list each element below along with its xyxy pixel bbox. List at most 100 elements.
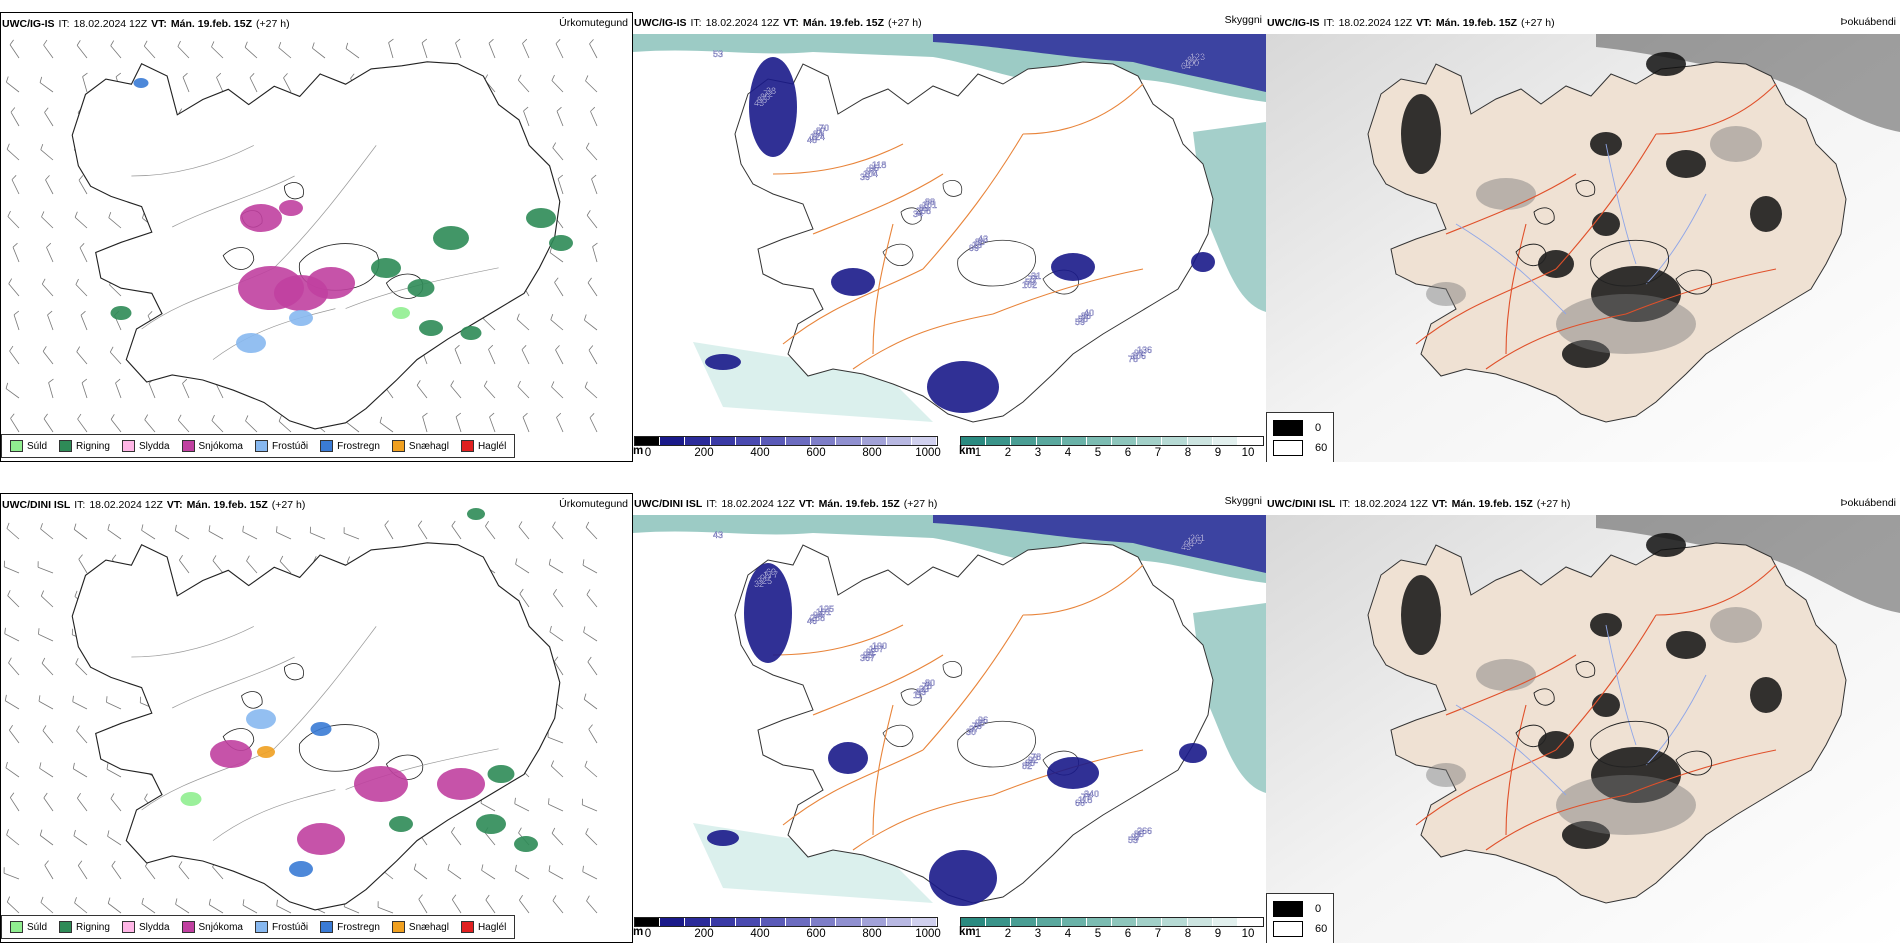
visibility-value: 92 xyxy=(866,647,876,657)
model-name: UWC/IG-IS xyxy=(634,17,687,29)
legend-swatch xyxy=(391,921,405,933)
precip-area xyxy=(257,746,275,758)
colorbar-ticks: 0 200 400 600 800 1000 xyxy=(634,446,941,460)
visibility-value: 118 xyxy=(1078,795,1092,805)
colorbar-bin xyxy=(660,437,686,445)
colorbar-tick-label: 400 xyxy=(750,928,770,940)
model-name: UWC/DINI ISL xyxy=(2,499,71,511)
visibility-value: 83 xyxy=(916,687,926,697)
colorbar-bin xyxy=(1187,437,1213,445)
precip-legend-item: Slydda xyxy=(121,440,170,452)
visibility-value: 78 xyxy=(1031,752,1041,762)
visibility-value: 85 xyxy=(1134,829,1144,839)
lead-time: (+27 h) xyxy=(271,499,306,511)
visibility-value: 95 xyxy=(975,718,985,728)
colorbar-tick-label: 0 xyxy=(644,928,652,940)
colorbar-tick-label: 10 xyxy=(1241,928,1255,940)
colorbar-bin xyxy=(1137,918,1163,926)
legend-swatch xyxy=(121,440,135,452)
colorbar-bin xyxy=(1011,918,1037,926)
visibility-value: 100 xyxy=(872,641,887,651)
panel-header: UWC/DINI ISL IT: 18.02.2024 12Z VT: Mán.… xyxy=(1,494,305,516)
visibility-value: 80 xyxy=(925,678,935,688)
colorbar-unit: km xyxy=(959,445,976,457)
visibility-value: 86 xyxy=(760,92,770,102)
it-value: 18.02.2024 12Z xyxy=(1354,498,1428,510)
visibility-value: 32 xyxy=(754,579,764,589)
colorbar-ticks: 0 200 400 600 800 1000 xyxy=(634,927,941,941)
precip-legend-item: Súld xyxy=(10,921,47,933)
colorbar-tick-label: 2 xyxy=(1004,447,1012,459)
visibility-value: 30 xyxy=(966,727,976,737)
fog-panel-top: UWC/IG-IS IT: 18.02.2024 12Z VT: Mán. 19… xyxy=(1266,12,1900,462)
it-label: IT: xyxy=(690,17,702,29)
legend-label: 60 xyxy=(1315,923,1328,935)
vt-label: VT: xyxy=(798,498,815,510)
colorbar-bin xyxy=(961,918,987,926)
colorbar-bin xyxy=(986,437,1012,445)
precip-legend-item: Haglél xyxy=(460,440,506,452)
visibility-value: 77 xyxy=(1081,792,1091,802)
it-value: 18.02.2024 12Z xyxy=(705,17,780,29)
precip-area xyxy=(307,267,355,299)
visibility-value: 125 xyxy=(819,604,834,614)
colorbar-bin xyxy=(685,918,711,926)
colorbar-bin xyxy=(1086,918,1113,926)
colorbar-bin xyxy=(1212,437,1238,445)
precip-legend-item: Haglél xyxy=(460,921,506,933)
visibility-value: 96 xyxy=(978,715,988,725)
legend-swatch xyxy=(10,440,23,452)
colorbar-tick-label: 6 xyxy=(1124,928,1132,940)
visibility-value: 48 xyxy=(807,135,817,145)
visibility-value: 53 xyxy=(713,49,723,59)
colorbar-tick-label: 200 xyxy=(694,447,714,459)
precip-area xyxy=(467,508,485,520)
legend-label: Snjókoma xyxy=(198,921,243,933)
vt-label: VT: xyxy=(166,499,183,511)
panel-header: UWC/DINI ISL IT: 18.02.2024 12Z VT: Mán.… xyxy=(633,493,937,515)
visibility-value: 85 xyxy=(757,95,767,105)
colorbar-strip xyxy=(634,436,938,446)
precip-area xyxy=(407,279,435,297)
precip-legend: Súld Rigning Slydda Snjókoma Frostúði Frostre… xyxy=(1,915,516,939)
colorbar-bin xyxy=(1112,437,1138,445)
visibility-value: 11 xyxy=(913,690,922,700)
visibility-map: 5338701188843314013612372879510188778691… xyxy=(633,34,1266,423)
visibility-value: 40 xyxy=(1084,308,1094,318)
vt-label: VT: xyxy=(1416,17,1432,29)
legend-label: Frostúði xyxy=(271,921,309,933)
legend-label: Frostúði xyxy=(271,440,309,452)
precip-area xyxy=(487,765,515,783)
visibility-value: 367 xyxy=(860,653,875,663)
colorbar-tick-label: 1 xyxy=(974,928,982,940)
visibility-colorbar-m: m 0 200 400 600 800 1000 xyxy=(633,917,941,941)
legend-swatch xyxy=(254,440,268,452)
precip-area xyxy=(210,740,252,768)
colorbar-tick-label: 9 xyxy=(1214,447,1222,459)
visibility-value: 78 xyxy=(922,681,932,691)
precip-legend-item: Frostregn xyxy=(320,440,380,452)
precip-map xyxy=(3,508,598,914)
visibility-colorbar-km: km 1 2 3 4 5 6 7 8 9 10 xyxy=(959,436,1264,460)
precip-area xyxy=(354,766,408,802)
precip-area xyxy=(433,226,469,250)
precip-area xyxy=(389,816,413,832)
visibility-value: 43 xyxy=(713,530,723,540)
visibility-value: 34 xyxy=(913,209,923,219)
visibility-value: 37 xyxy=(969,724,979,734)
visibility-value: 99 xyxy=(969,243,979,253)
legend-label: Frostregn xyxy=(337,921,380,933)
visibility-value: 87 xyxy=(816,126,826,136)
precip-legend: Súld Rigning Slydda Snjókoma Frostúði Frostre… xyxy=(1,434,516,458)
colorbar-tick-label: 6 xyxy=(1124,447,1132,459)
colorbar-bin xyxy=(1061,918,1087,926)
lead-time: (+27 h) xyxy=(903,498,938,510)
legend-swatch xyxy=(59,921,73,933)
vt-label: VT: xyxy=(151,18,167,30)
legend-swatch xyxy=(1273,420,1303,436)
colorbar-bin xyxy=(1061,437,1087,445)
colorbar-bin xyxy=(1112,918,1138,926)
colorbar-bin xyxy=(685,437,711,445)
field-label-visibility: Skyggni xyxy=(1224,14,1262,26)
precip-area xyxy=(419,320,443,336)
